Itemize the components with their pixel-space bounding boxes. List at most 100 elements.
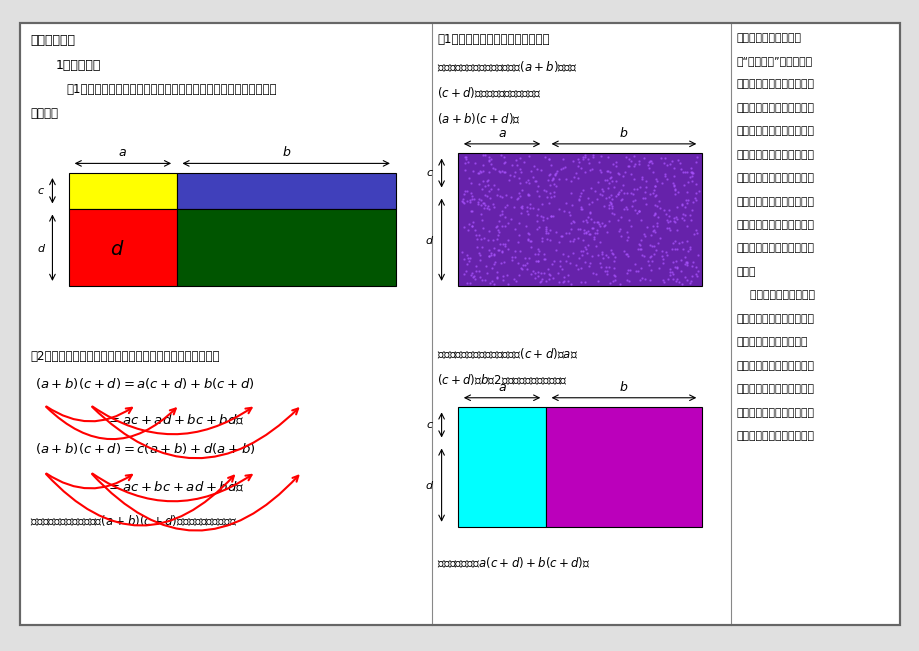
Point: [615, 171, 630, 181]
Point: [659, 249, 674, 260]
Point: [464, 206, 479, 217]
Point: [634, 249, 649, 260]
Point: [541, 198, 556, 208]
Point: [576, 225, 591, 236]
Point: [655, 275, 670, 285]
Point: [595, 186, 609, 197]
Point: [535, 199, 550, 209]
Text: $(c+d)$、$b$的2个小长方形组成的图形，: $(c+d)$、$b$的2个小长方形组成的图形，: [437, 372, 567, 387]
Point: [480, 203, 494, 214]
Point: [661, 223, 675, 233]
Point: [497, 156, 512, 167]
Point: [511, 230, 526, 240]
Point: [564, 215, 579, 226]
Point: [517, 221, 532, 231]
Point: [474, 184, 489, 194]
Point: [523, 166, 538, 176]
Point: [583, 258, 597, 268]
Point: [511, 270, 526, 280]
Point: [558, 174, 573, 184]
Point: [539, 233, 553, 243]
Point: [520, 174, 535, 185]
Point: [494, 191, 509, 202]
Point: [603, 278, 618, 288]
Point: [558, 228, 573, 238]
Point: [534, 236, 549, 246]
Point: [574, 151, 589, 161]
Point: [528, 176, 542, 186]
Point: [573, 246, 587, 256]
Point: [591, 157, 606, 167]
Point: [492, 191, 506, 202]
Point: [471, 194, 485, 204]
Point: [658, 209, 673, 219]
Point: [646, 241, 661, 251]
Point: [630, 266, 644, 277]
Text: $c$: $c$: [425, 420, 433, 430]
Point: [479, 261, 494, 271]
Point: [543, 211, 558, 221]
Point: [636, 153, 651, 163]
Point: [588, 241, 603, 251]
Point: [682, 171, 697, 182]
Point: [583, 208, 597, 219]
Point: [584, 164, 598, 174]
Point: [494, 206, 509, 216]
Point: [580, 240, 595, 250]
Point: [513, 163, 528, 174]
Point: [648, 190, 663, 201]
Point: [573, 163, 587, 173]
Point: [459, 266, 473, 276]
Point: [679, 258, 694, 268]
Point: [571, 264, 585, 274]
Point: [620, 251, 635, 262]
Point: [521, 229, 536, 239]
Point: [523, 236, 538, 247]
Point: [598, 227, 613, 237]
Point: [545, 211, 560, 221]
Point: [580, 212, 595, 223]
Point: [644, 256, 659, 266]
Point: [475, 176, 490, 186]
Point: [630, 243, 645, 254]
Point: [585, 268, 600, 279]
Text: $(c+d)$的长方形，则此图面积为: $(c+d)$的长方形，则此图面积为: [437, 85, 540, 100]
Point: [647, 207, 662, 217]
Text: $a$: $a$: [119, 146, 127, 159]
Point: [541, 170, 556, 180]
Point: [584, 223, 599, 233]
Point: [684, 168, 698, 178]
Point: [668, 244, 683, 255]
Point: [469, 261, 483, 271]
Point: [532, 277, 547, 287]
Text: 项式乘多项式，可以将其中: 项式乘多项式，可以将其中: [735, 431, 813, 441]
Point: [481, 156, 495, 167]
Point: [538, 253, 552, 264]
Point: [585, 232, 600, 242]
Point: [490, 184, 505, 194]
Point: [546, 191, 561, 201]
Point: [533, 276, 548, 286]
Point: [500, 270, 515, 280]
Text: 想．此处由面积计算后得到: 想．此处由面积计算后得到: [735, 361, 813, 370]
Point: [631, 156, 646, 167]
Point: [553, 231, 568, 242]
Point: [630, 184, 644, 194]
Point: [539, 226, 553, 236]
Point: [506, 202, 521, 212]
Point: [540, 269, 555, 279]
Point: [501, 175, 516, 186]
Point: [679, 167, 694, 177]
Point: [623, 156, 638, 166]
Text: 提问：观察两个等式，对于$(a+b)(c+d)$的计算有何新的想法？: 提问：观察两个等式，对于$(a+b)(c+d)$的计算有何新的想法？: [30, 513, 238, 528]
Point: [675, 199, 689, 209]
Point: [534, 268, 549, 278]
Point: [677, 210, 692, 220]
Text: （1）学生多角度思考，积极发言．: （1）学生多角度思考，积极发言．: [437, 33, 549, 46]
Point: [554, 231, 569, 242]
Point: [477, 199, 492, 210]
Point: [613, 231, 628, 242]
Text: $(a+b)(c+d)=c(a+b)+d(a+b)$: $(a+b)(c+d)=c(a+b)+d(a+b)$: [35, 441, 255, 456]
Point: [678, 198, 693, 208]
Point: [462, 253, 477, 263]
